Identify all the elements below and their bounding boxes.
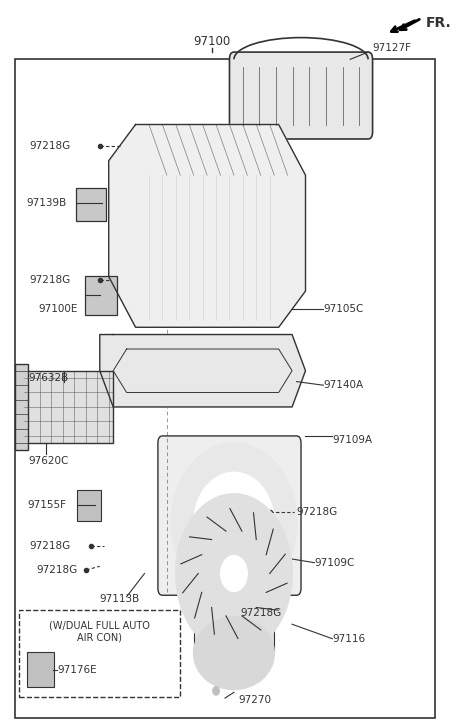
Text: 97218G: 97218G [240, 608, 282, 619]
Text: 97176E: 97176E [57, 665, 97, 675]
FancyBboxPatch shape [85, 276, 117, 315]
Text: 97218G: 97218G [29, 141, 71, 151]
FancyBboxPatch shape [194, 603, 274, 653]
FancyBboxPatch shape [15, 364, 28, 451]
Text: 97127F: 97127F [372, 44, 412, 54]
Text: (W/DUAL FULL AUTO
AIR CON): (W/DUAL FULL AUTO AIR CON) [49, 621, 150, 642]
Text: 97140A: 97140A [323, 380, 364, 390]
Text: 97105C: 97105C [323, 304, 364, 314]
Text: 97620C: 97620C [28, 457, 69, 466]
FancyBboxPatch shape [76, 490, 101, 521]
Text: 97218G: 97218G [296, 507, 338, 517]
FancyBboxPatch shape [76, 188, 106, 221]
Ellipse shape [176, 494, 292, 653]
Text: 97100: 97100 [193, 36, 230, 49]
Text: 97218G: 97218G [29, 276, 71, 285]
Ellipse shape [220, 555, 247, 592]
Text: 97116: 97116 [333, 634, 365, 643]
FancyBboxPatch shape [229, 52, 372, 139]
FancyBboxPatch shape [27, 651, 54, 687]
Ellipse shape [213, 686, 219, 695]
Text: 97632B: 97632B [28, 373, 69, 383]
Text: 97218G: 97218G [29, 541, 71, 551]
Text: FR.: FR. [426, 16, 452, 30]
Text: 97270: 97270 [239, 695, 272, 705]
Text: 97100E: 97100E [38, 304, 77, 314]
Ellipse shape [194, 617, 274, 689]
Text: 97155F: 97155F [27, 500, 66, 510]
Text: 97109C: 97109C [315, 558, 355, 568]
FancyBboxPatch shape [24, 371, 113, 443]
Ellipse shape [194, 472, 274, 574]
Ellipse shape [171, 443, 296, 603]
Text: 97109A: 97109A [333, 435, 372, 444]
Text: 97139B: 97139B [26, 198, 66, 208]
FancyBboxPatch shape [158, 436, 301, 595]
Text: 97113B: 97113B [100, 594, 140, 604]
Text: 97218G: 97218G [36, 565, 77, 575]
Polygon shape [100, 334, 305, 407]
Polygon shape [109, 124, 305, 327]
